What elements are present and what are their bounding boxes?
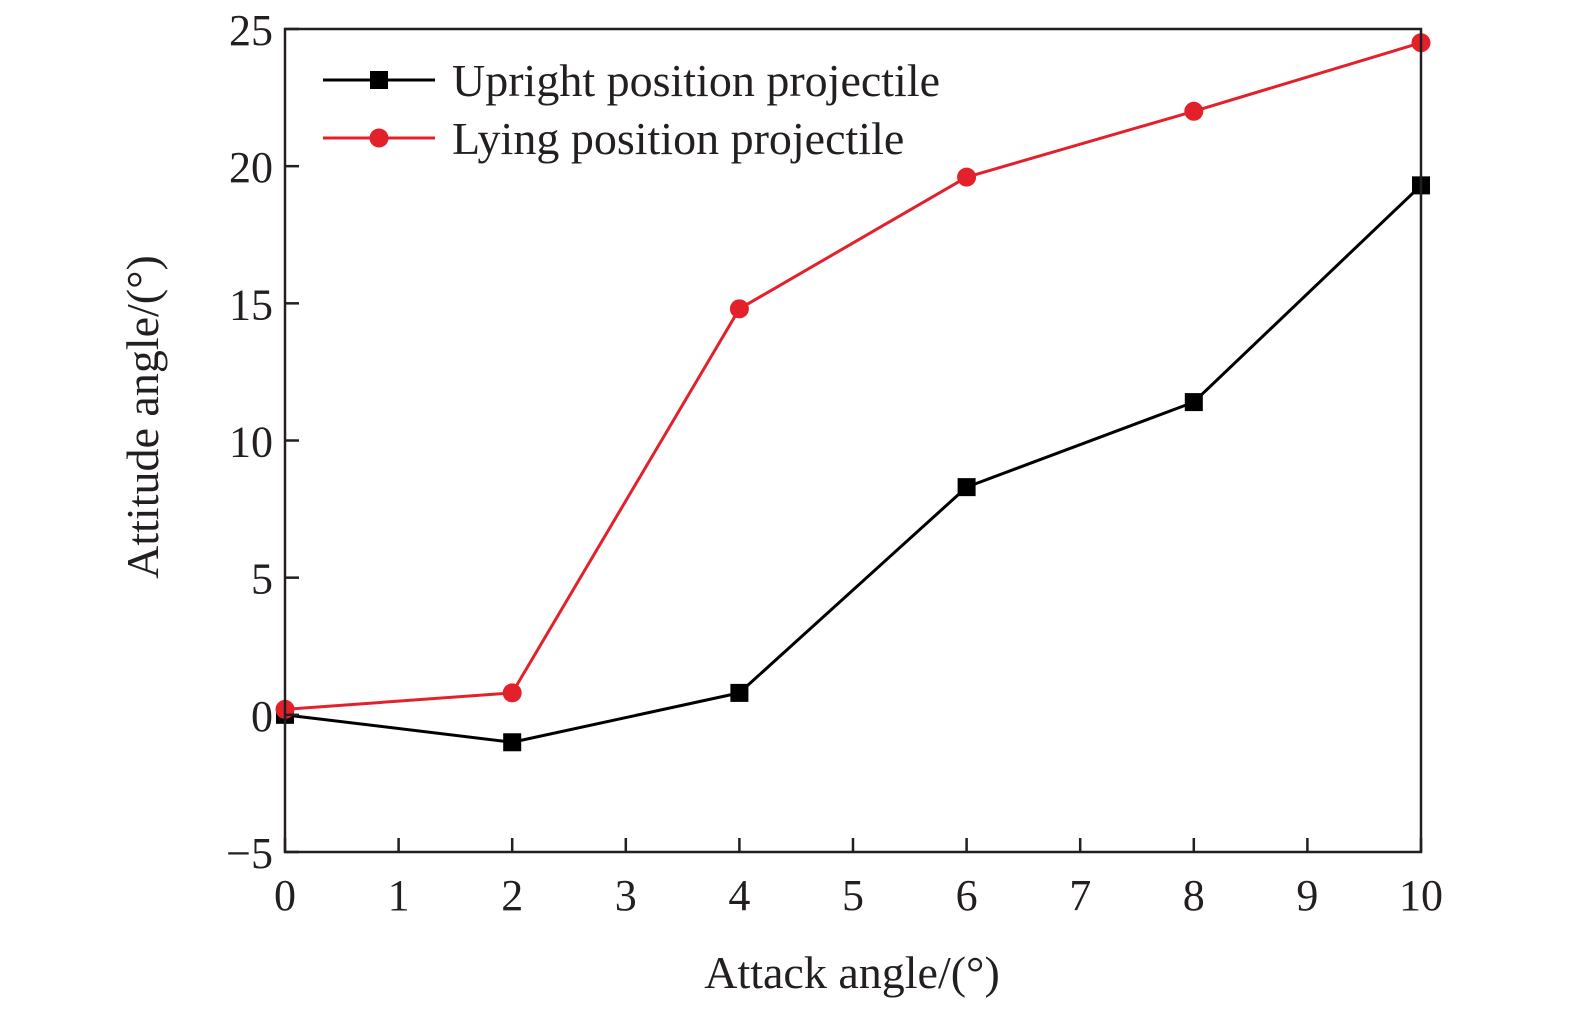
data-point-upright [1184, 393, 1203, 412]
x-tick-label: 1 [388, 871, 410, 920]
x-tick-label: 9 [1296, 871, 1318, 920]
legend-marker-upright [370, 71, 388, 89]
x-tick-label: 8 [1183, 871, 1205, 920]
data-point-lying [957, 167, 977, 187]
y-axis-label: Attitude angle/(°) [117, 255, 168, 579]
legend: Upright position projectile Lying positi… [323, 55, 940, 164]
y-tick-label: −5 [226, 829, 273, 878]
y-tick-label: 0 [251, 692, 273, 741]
legend-label-lying: Lying position projectile [452, 113, 904, 164]
x-tick-label: 7 [1069, 871, 1091, 920]
y-tick-label: 10 [229, 418, 273, 467]
y-tick-label: 15 [229, 280, 273, 329]
legend-marker-lying [369, 128, 389, 148]
y-tick-label: 20 [229, 143, 273, 192]
x-tick-label: 4 [728, 871, 750, 920]
x-tick-label: 10 [1399, 871, 1443, 920]
y-tick-label: 5 [251, 555, 273, 604]
x-tick-label: 0 [274, 871, 296, 920]
x-tick-label: 3 [615, 871, 637, 920]
series-line-upright [284, 184, 1423, 744]
data-point-lying [729, 299, 749, 319]
y-tick-label: 25 [229, 6, 273, 55]
legend-label-upright: Upright position projectile [452, 55, 940, 106]
x-tick-label: 6 [956, 871, 978, 920]
data-point-upright [503, 733, 522, 752]
x-tick-label: 5 [842, 871, 864, 920]
x-axis-label: Attack angle/(°) [704, 947, 1000, 998]
data-point-lying [1184, 101, 1204, 121]
data-point-lying [502, 683, 522, 703]
data-point-upright [730, 683, 749, 702]
series-line-lying [284, 41, 1422, 711]
data-point-upright [957, 478, 976, 497]
x-tick-label: 2 [501, 871, 523, 920]
